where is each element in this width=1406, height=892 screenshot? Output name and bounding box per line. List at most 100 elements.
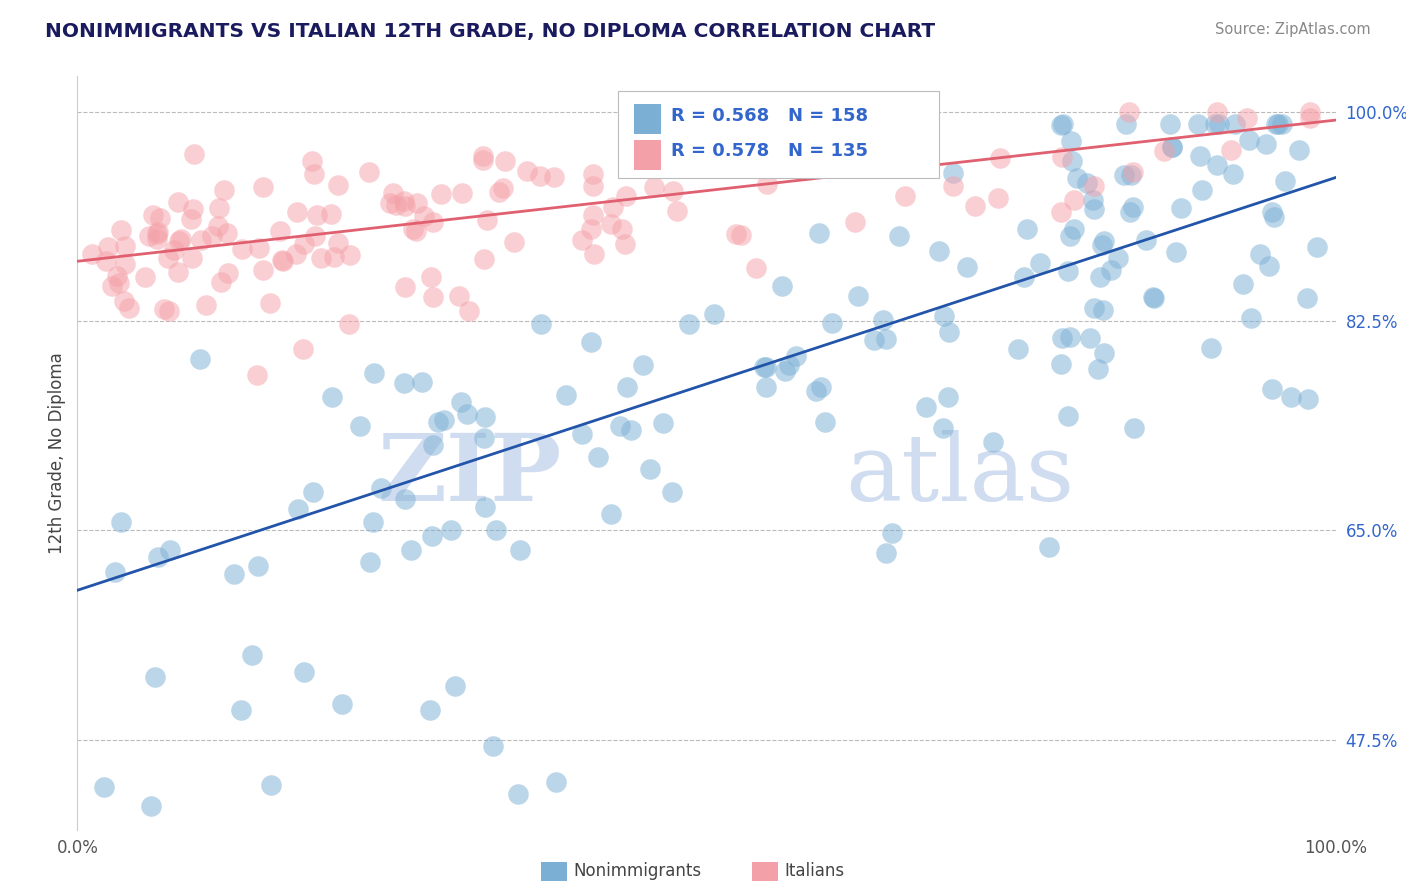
Point: [934, 309, 956, 323]
Point: [619, 423, 641, 437]
Point: [516, 164, 538, 178]
Point: [359, 555, 381, 569]
Point: [529, 169, 551, 183]
Point: [1240, 311, 1263, 326]
Point: [1038, 540, 1060, 554]
Point: [413, 209, 436, 223]
Point: [458, 304, 481, 318]
Point: [440, 524, 463, 538]
Point: [582, 179, 605, 194]
Text: R = 0.578   N = 135: R = 0.578 N = 135: [671, 142, 869, 161]
Point: [326, 178, 349, 193]
Point: [1159, 117, 1181, 131]
Point: [134, 270, 156, 285]
Point: [474, 410, 496, 425]
Point: [484, 523, 506, 537]
Point: [422, 290, 444, 304]
Point: [616, 380, 638, 394]
Point: [1267, 117, 1289, 131]
Point: [609, 419, 631, 434]
Point: [301, 154, 323, 169]
Point: [730, 228, 752, 243]
Point: [93, 780, 115, 794]
Point: [207, 219, 229, 234]
Point: [806, 384, 828, 398]
Point: [252, 263, 274, 277]
Text: Nonimmigrants: Nonimmigrants: [574, 863, 702, 880]
Point: [1052, 150, 1074, 164]
Point: [451, 186, 474, 201]
Point: [153, 301, 176, 316]
Point: [1092, 346, 1115, 360]
Point: [1063, 193, 1085, 207]
Point: [506, 787, 529, 801]
Point: [159, 542, 181, 557]
Point: [814, 415, 837, 429]
Point: [1208, 117, 1230, 131]
Point: [270, 253, 292, 268]
Point: [405, 224, 427, 238]
Point: [1087, 362, 1109, 376]
Point: [146, 227, 169, 241]
Point: [1219, 143, 1241, 157]
Point: [447, 289, 470, 303]
Point: [1050, 118, 1073, 132]
Point: [472, 431, 495, 445]
Point: [304, 228, 326, 243]
Point: [543, 169, 565, 184]
Point: [1271, 117, 1294, 131]
Point: [844, 215, 866, 229]
Point: [252, 180, 274, 194]
Point: [311, 251, 333, 265]
Point: [422, 214, 444, 228]
Point: [544, 774, 567, 789]
Point: [1057, 264, 1080, 278]
Point: [456, 407, 478, 421]
Point: [104, 566, 127, 580]
Point: [231, 242, 253, 256]
Point: [666, 204, 689, 219]
Point: [1099, 263, 1122, 277]
Point: [644, 159, 666, 173]
Point: [1059, 229, 1081, 244]
Point: [724, 227, 747, 241]
Point: [269, 224, 291, 238]
Point: [392, 194, 415, 209]
Point: [209, 275, 232, 289]
Point: [652, 416, 675, 430]
Point: [148, 225, 170, 239]
Point: [430, 187, 453, 202]
Bar: [634, 103, 661, 134]
Point: [157, 251, 180, 265]
Point: [1191, 183, 1213, 197]
Point: [602, 200, 624, 214]
Point: [481, 739, 503, 753]
Point: [240, 648, 263, 663]
Point: [821, 317, 844, 331]
Point: [304, 167, 326, 181]
Point: [444, 679, 467, 693]
Point: [181, 251, 204, 265]
Point: [1076, 176, 1098, 190]
Point: [785, 349, 807, 363]
Point: [301, 485, 323, 500]
Point: [887, 229, 910, 244]
Point: [1261, 382, 1284, 396]
Point: [655, 145, 678, 159]
Point: [246, 368, 269, 382]
Point: [157, 303, 180, 318]
Point: [1050, 331, 1073, 345]
Point: [271, 253, 294, 268]
Point: [215, 226, 238, 240]
Point: [495, 153, 517, 168]
Point: [114, 257, 136, 271]
Point: [370, 482, 392, 496]
Point: [406, 196, 429, 211]
Point: [1153, 145, 1175, 159]
Point: [509, 542, 531, 557]
Point: [1083, 301, 1105, 315]
Point: [1299, 104, 1322, 119]
Point: [807, 226, 830, 240]
Point: [194, 298, 217, 312]
Point: [1236, 111, 1258, 125]
